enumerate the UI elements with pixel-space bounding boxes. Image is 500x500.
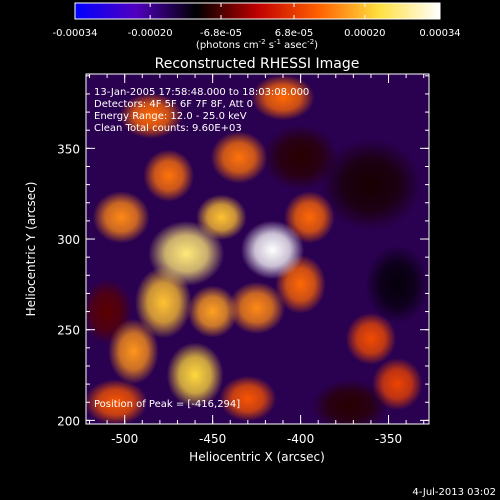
info-detectors: Detectors: 4F 5F 6F 7F 8F, Att 0 xyxy=(94,99,253,110)
y-tick-label: 250 xyxy=(57,324,80,338)
info-block: 13-Jan-2005 17:58:48.000 to 18:03:08.000… xyxy=(94,87,309,410)
y-tick-label: 300 xyxy=(57,233,80,247)
x-tick-label: -450 xyxy=(199,432,226,446)
info-energy-range: Energy Range: 12.0 - 25.0 keV xyxy=(94,111,247,122)
heatmap-source xyxy=(262,124,339,191)
heatmap-source xyxy=(311,379,388,424)
colorbar-tick-label: 6.8e-05 xyxy=(275,28,313,39)
heatmap-source xyxy=(251,74,315,121)
chart-title: Reconstructed RHESSI Image xyxy=(155,56,360,72)
heatmap-source xyxy=(86,379,148,424)
colorbar-ticks: -0.00034 -0.00020 -6.8e-05 6.8e-05 0.00020 0.… xyxy=(53,3,461,39)
heatmap-source xyxy=(365,245,429,324)
heatmap-source xyxy=(320,138,422,231)
colorbar-tick-label: 0.00034 xyxy=(419,28,460,39)
y-tick-label: 350 xyxy=(57,142,80,156)
heatmap-source xyxy=(187,285,238,338)
axis-ticks: -500 -450 -400 -350 200 250 300 350 xyxy=(57,74,429,446)
colorbar: -0.00034 -0.00020 -6.8e-05 6.8e-05 0.00020 0.… xyxy=(53,2,461,51)
info-peak-position: Position of Peak = [-416,294] xyxy=(94,399,240,410)
colorbar-tick-label: -0.00020 xyxy=(128,28,173,39)
heatmap-sources xyxy=(86,74,429,424)
heatmap-source xyxy=(166,342,224,408)
x-axis-label: Heliocentric X (arcsec) xyxy=(189,450,325,464)
colorbar-units: (photons cm-2 s-1 asec-2) xyxy=(196,38,318,51)
info-total-counts: Clean Total counts: 9.60E+03 xyxy=(94,123,242,134)
x-tick-label: -500 xyxy=(111,432,138,446)
heatmap-source xyxy=(143,149,195,202)
colorbar-tick-label: -6.8e-05 xyxy=(200,28,242,39)
info-time-range: 13-Jan-2005 17:58:48.000 to 18:03:08.000 xyxy=(94,87,309,98)
heatmap-source xyxy=(92,191,150,244)
heatmap-source xyxy=(219,375,277,422)
y-tick-label: 200 xyxy=(57,414,80,428)
heatmap-source xyxy=(108,318,159,385)
heatmap-source xyxy=(284,191,335,244)
heatmap-source xyxy=(148,220,225,287)
heatmap xyxy=(86,74,429,424)
footer-date: 4-Jul-2013 03:02 xyxy=(412,487,496,498)
heatmap-source xyxy=(345,312,397,365)
heatmap-source xyxy=(228,281,286,335)
colorbar-tick-label: 0.00020 xyxy=(344,28,385,39)
y-axis-label: Heliocentric Y (arcsec) xyxy=(24,182,38,317)
colorbar-gradient xyxy=(74,2,441,20)
x-tick-label: -400 xyxy=(287,432,314,446)
heatmap-source xyxy=(119,92,183,139)
x-tick-label: -350 xyxy=(375,432,402,446)
heatmap-source xyxy=(210,131,268,184)
heatmap-source xyxy=(240,220,305,280)
plot-frame xyxy=(85,73,430,425)
plot-area: -500 -450 -400 -350 200 250 300 350 xyxy=(57,73,430,446)
colorbar-tick-label: -0.00034 xyxy=(53,28,98,39)
